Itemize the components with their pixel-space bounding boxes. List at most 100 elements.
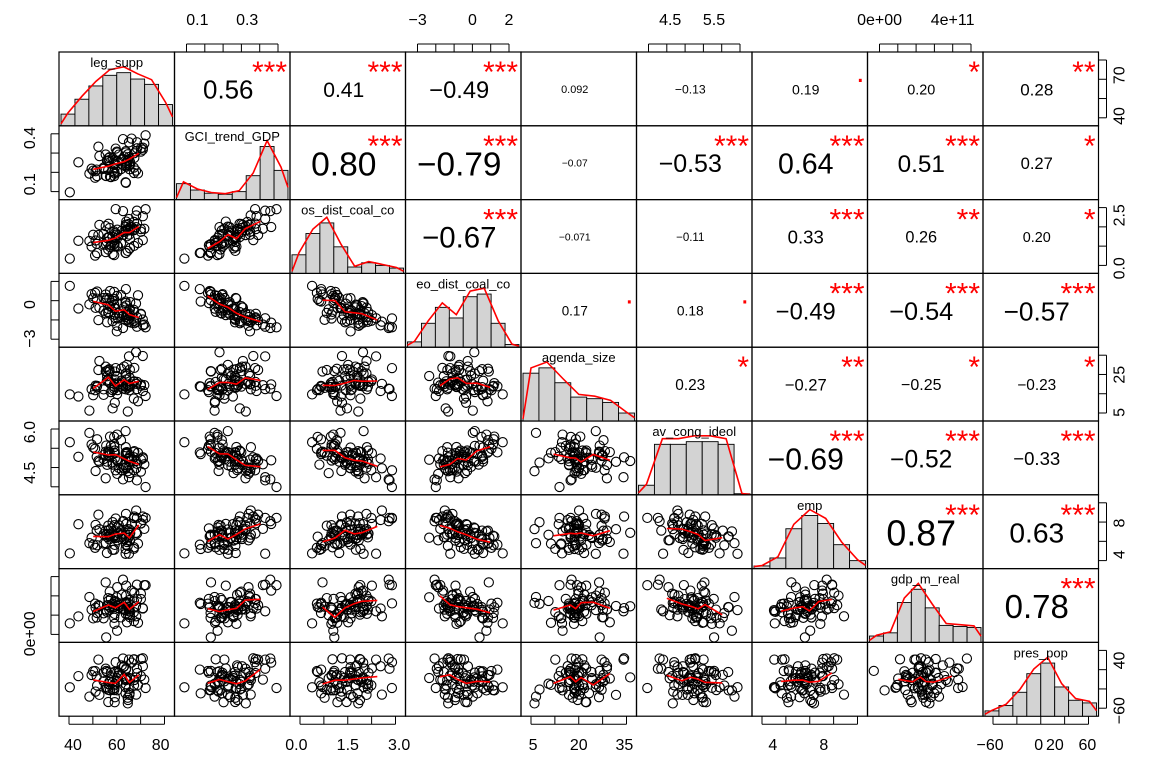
scatter-point <box>799 586 811 597</box>
scatter-point <box>356 529 367 540</box>
variable-label: pres_pop <box>1014 645 1068 660</box>
scatter-point <box>833 590 844 601</box>
scatter-point <box>453 520 464 531</box>
scatter-point <box>216 363 228 374</box>
scatter-point <box>140 322 151 333</box>
scatter-point <box>700 587 711 598</box>
scatter-point <box>579 660 590 671</box>
scatter-point <box>424 592 435 603</box>
scatter-point <box>105 440 117 452</box>
scatter-point <box>786 577 797 588</box>
scatter-point <box>787 617 799 628</box>
scatter-point <box>135 466 147 477</box>
scatter-point <box>109 618 120 630</box>
scatter-point <box>560 667 571 678</box>
scatter-point <box>593 577 605 588</box>
scatter-point <box>563 542 575 553</box>
scatter-point <box>440 403 451 414</box>
scatter-point <box>137 661 149 672</box>
scatter-point <box>103 307 114 319</box>
scatter-point <box>376 611 388 622</box>
scatter-point <box>195 296 206 307</box>
scatter-point <box>252 654 264 665</box>
scatter-point <box>91 434 103 445</box>
scatter-point <box>693 529 704 540</box>
smooth-line <box>207 445 261 468</box>
scatter-point <box>431 383 442 395</box>
significance-stars: *** <box>483 204 518 237</box>
scatter-point <box>534 457 545 468</box>
scatter-point <box>214 347 225 358</box>
scatter-point <box>203 667 215 678</box>
scatter-point <box>482 669 494 681</box>
scatter-point <box>312 383 323 395</box>
scatter-point <box>339 317 351 328</box>
scatter-point <box>599 465 610 476</box>
scatter-point <box>454 446 465 458</box>
scatter-point <box>357 347 369 358</box>
panel-r8-c2 <box>289 641 407 717</box>
scatter-point <box>678 579 690 591</box>
scatter-point <box>554 512 565 524</box>
scatter-point <box>386 513 398 524</box>
scatter-point <box>486 542 497 553</box>
smooth-line <box>666 674 723 684</box>
panel-r2-c1 <box>173 199 291 275</box>
axis-tick-label: 40 <box>64 737 82 754</box>
significance-stars: *** <box>1060 277 1095 310</box>
axis-tick-label: 5 <box>1112 408 1129 417</box>
scatter-point <box>476 364 488 375</box>
scatter-point <box>257 523 269 535</box>
scatter-point <box>683 600 695 611</box>
scatter-point <box>469 667 481 678</box>
scatter-point <box>785 591 797 603</box>
scatter-point <box>459 467 471 479</box>
density-line <box>522 361 635 420</box>
scatter-point <box>594 586 605 597</box>
scatter-point <box>575 685 586 696</box>
scatter-point <box>706 674 717 686</box>
axis-tick-label: 60 <box>1079 737 1097 754</box>
axis-tick-label: 20 <box>570 737 588 754</box>
scatter-point <box>370 351 382 362</box>
scatter-point <box>103 684 114 695</box>
scatter-point <box>809 593 821 605</box>
scatter-point <box>489 378 500 389</box>
scatter-point <box>260 606 271 617</box>
scatter-point <box>604 446 615 458</box>
significance-stars: ** <box>841 351 865 384</box>
scatter-point <box>565 475 576 486</box>
panel-r7-c6 <box>751 567 869 643</box>
correlation-value: 0.41 <box>323 79 364 102</box>
scatter-point <box>260 351 271 362</box>
scatter-point <box>805 625 816 636</box>
scatter-point <box>361 608 373 619</box>
scatter-point <box>808 689 819 701</box>
scatter-point <box>596 509 607 520</box>
scatter-point <box>345 509 356 520</box>
scatter-point <box>838 689 850 700</box>
scatter-point <box>271 322 282 333</box>
scatter-point <box>565 512 576 524</box>
scatter-point <box>366 580 378 591</box>
scatter-point <box>358 368 369 379</box>
scatter-point <box>113 229 124 241</box>
scatter-point <box>683 676 695 687</box>
scatter-point <box>115 238 127 249</box>
scatter-point <box>776 654 788 665</box>
scatter-point <box>117 205 129 217</box>
scatter-point <box>355 579 366 591</box>
scatter-point <box>135 146 147 157</box>
scatter-point <box>698 586 709 597</box>
scatter-point <box>109 697 120 708</box>
scatter-point <box>669 657 680 668</box>
scatter-point <box>424 454 435 465</box>
scatter-point <box>487 612 499 623</box>
scatter-point <box>832 600 843 611</box>
scatter-point <box>444 362 456 374</box>
scatter-point <box>924 698 935 709</box>
scatter-point <box>957 681 968 693</box>
panel-r6-c0 <box>58 494 176 570</box>
scatter-point <box>84 235 95 247</box>
